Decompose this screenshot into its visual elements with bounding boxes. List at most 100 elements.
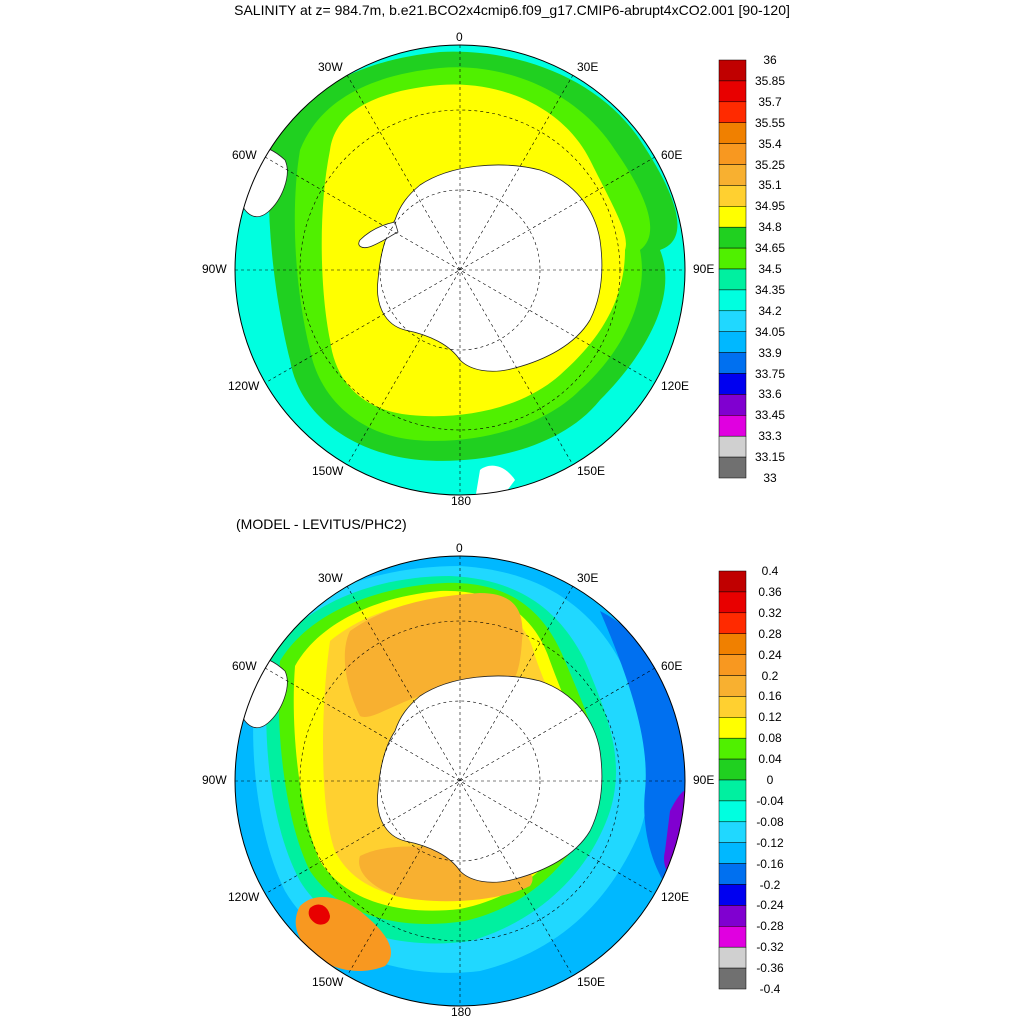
- colorbar-swatch: [718, 310, 747, 332]
- colorbar-tick-label: -0.2: [759, 877, 781, 892]
- salinity-map: [234, 44, 747, 496]
- colorbar-swatch: [718, 570, 747, 593]
- colorbar-swatch: [718, 394, 747, 416]
- colorbar-tick-label: 0.28: [758, 626, 782, 641]
- colorbar-swatch: [718, 612, 747, 634]
- lon-label-120w: 120W: [228, 890, 260, 904]
- colorbar-tick-label: -0.04: [756, 793, 784, 808]
- colorbar-swatch: [718, 206, 747, 228]
- lon-label-180: 180: [451, 1005, 472, 1019]
- graticule-diff: [235, 556, 685, 1006]
- colorbar-tick-label: -0.36: [756, 961, 784, 976]
- lon-label-90e: 90E: [693, 773, 715, 787]
- colorbar-swatch: [718, 122, 747, 144]
- colorbar-swatch: [718, 633, 747, 655]
- colorbar-swatch: [718, 185, 747, 207]
- colorbar-tick-label: 0.24: [758, 647, 782, 662]
- colorbar-swatch: [718, 946, 747, 969]
- map-border: [234, 44, 686, 496]
- salinity-colorbar: [718, 59, 747, 479]
- colorbar-swatch: [718, 101, 747, 123]
- figure-title: SALINITY at z= 984.7m, b.e21.BCO2x4cmip6…: [234, 2, 790, 18]
- colorbar-tick-label: 33.75: [754, 366, 786, 381]
- colorbar-tick-label: -0.28: [756, 919, 784, 934]
- colorbar-swatch: [718, 800, 747, 823]
- colorbar-swatch: [718, 435, 747, 458]
- colorbar-swatch: [718, 675, 747, 697]
- lon-label-30w: 30W: [318, 571, 343, 585]
- lon-label-150w: 150W: [312, 464, 344, 478]
- colorbar-swatch: [718, 758, 747, 781]
- colorbar-tick-label: 0.04: [758, 752, 782, 767]
- colorbar-swatch: [718, 654, 747, 676]
- lon-label-120w: 120W: [228, 379, 260, 393]
- lon-label-150w: 150W: [312, 975, 344, 989]
- colorbar-tick-label: 35.1: [758, 178, 782, 193]
- lon-label-30w: 30W: [318, 60, 343, 74]
- colorbar-swatch: [718, 80, 747, 103]
- colorbar-swatch: [718, 268, 747, 291]
- colorbar-swatch: [718, 226, 747, 249]
- colorbar-tick-label: -0.4: [759, 982, 781, 996]
- colorbar-swatch: [718, 415, 747, 437]
- colorbar-tick-label: 33: [763, 471, 777, 485]
- lon-label-150e: 150E: [577, 975, 606, 989]
- colorbar-swatch: [718, 164, 747, 186]
- colorbar-tick-label: 34.5: [758, 262, 782, 276]
- colorbar-tick-label: 33.15: [754, 450, 786, 465]
- colorbar-swatch: [718, 289, 747, 312]
- lon-label-60w: 60W: [232, 659, 257, 673]
- colorbar-tick-label: 35.55: [754, 115, 786, 130]
- lon-label-60w: 60W: [232, 148, 257, 162]
- colorbar-tick-label: -0.16: [756, 856, 784, 871]
- colorbar-swatch: [718, 373, 747, 395]
- colorbar-tick-label: 0.4: [761, 564, 779, 578]
- difference-subtitle: (MODEL - LEVITUS/PHC2): [236, 516, 407, 532]
- colorbar-swatch: [718, 696, 747, 718]
- colorbar-swatch: [718, 717, 747, 739]
- colorbar-tick-label: -0.32: [756, 940, 784, 955]
- lon-label-90e: 90E: [693, 262, 715, 276]
- colorbar-tick-label: 34.05: [754, 324, 786, 339]
- colorbar-swatch: [718, 884, 747, 906]
- colorbar-tick-label: 35.25: [754, 157, 786, 172]
- colorbar-swatch: [718, 331, 747, 353]
- colorbar-swatch: [718, 779, 747, 802]
- difference-panel: 0 30W 30E 60W 60E 90W 90E 120W 120E 150W…: [0, 511, 1024, 1023]
- colorbar-tick-label: 33.6: [758, 387, 782, 402]
- colorbar-tick-label: -0.12: [756, 835, 784, 850]
- colorbar-tick-label: 35.7: [758, 94, 782, 109]
- colorbar-tick-label: -0.24: [756, 898, 784, 913]
- colorbar-tick-label: 0.32: [758, 605, 782, 620]
- colorbar-tick-label: 0.2: [761, 668, 779, 683]
- colorbar-tick-label: 34.35: [754, 282, 786, 297]
- colorbar-swatch: [718, 247, 747, 270]
- colorbar-swatch: [718, 842, 747, 864]
- colorbar-tick-label: 0.12: [758, 710, 782, 725]
- colorbar-swatch: [718, 821, 747, 843]
- colorbar-tick-label: -0.08: [756, 814, 784, 829]
- colorbar-tick-label: 33.45: [754, 408, 786, 423]
- colorbar-tick-label: 34.95: [754, 199, 786, 214]
- colorbar-tick-label: 0.08: [758, 731, 782, 746]
- colorbar-swatch: [718, 967, 747, 990]
- colorbar-swatch: [718, 143, 747, 165]
- colorbar-tick-label: 33.3: [758, 429, 782, 444]
- colorbar-swatch: [718, 59, 747, 82]
- colorbar-swatch: [718, 591, 747, 614]
- colorbar-swatch: [718, 456, 747, 479]
- colorbar-swatch: [718, 905, 747, 927]
- lon-label-90w: 90W: [202, 773, 227, 787]
- difference-colorbar: [718, 570, 747, 990]
- colorbar-tick-label: 0.16: [758, 689, 782, 704]
- lon-label-30e: 30E: [577, 571, 599, 585]
- lon-label-60e: 60E: [661, 148, 683, 162]
- colorbar-tick-label: 0: [766, 773, 774, 787]
- colorbar-tick-label: 34.65: [754, 241, 786, 256]
- lon-label-30e: 30E: [577, 60, 599, 74]
- colorbar-tick-label: 35.4: [758, 136, 782, 151]
- lon-label-0: 0: [456, 30, 463, 44]
- graticule: [235, 45, 685, 495]
- lon-label-120e: 120E: [661, 890, 690, 904]
- colorbar-tick-label: 0.36: [758, 584, 782, 599]
